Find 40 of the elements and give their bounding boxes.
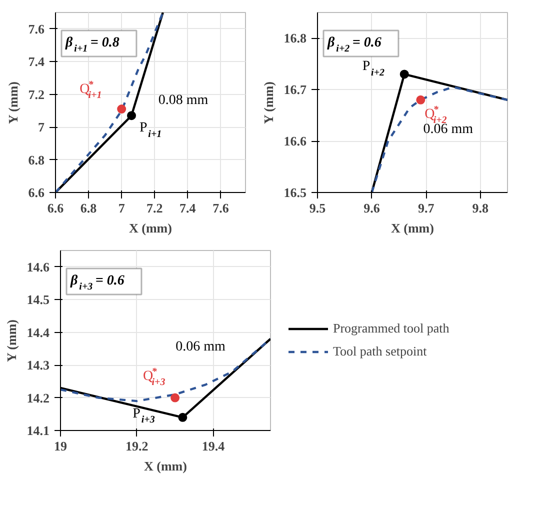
y-axis-title: Y (mm) xyxy=(260,81,276,124)
x-tick-label: 19.4 xyxy=(202,438,226,454)
y-tick-label: 14.4 xyxy=(26,324,50,340)
y-tick-label: 14.2 xyxy=(26,390,50,406)
y-tick-label: 6.8 xyxy=(28,152,45,168)
legend-label: Tool path setpoint xyxy=(333,344,427,360)
x-tick-label: 7.6 xyxy=(212,200,230,216)
y-tick-label: 16.8 xyxy=(284,30,307,46)
legend-label: Programmed tool path xyxy=(333,320,450,336)
x-tick-label: 7.4 xyxy=(180,200,196,216)
annotation: 0.08 mm xyxy=(158,93,208,108)
y-tick-label: 7.4 xyxy=(28,54,45,70)
x-tick-label: 19.2 xyxy=(125,438,148,454)
x-axis-title: X (mm) xyxy=(391,220,434,236)
y-tick-label: 7.6 xyxy=(28,21,45,36)
y-tick-label: 6.6 xyxy=(28,185,45,200)
y-axis-title: Y (mm) xyxy=(4,319,19,362)
x-tick-label: 9.6 xyxy=(364,200,380,216)
y-tick-label: 16.7 xyxy=(284,82,307,98)
x-axis-title: X (mm) xyxy=(144,458,187,474)
y-tick-label: 16.6 xyxy=(284,134,307,149)
y-tick-label: 14.1 xyxy=(26,423,50,438)
x-tick-label: 7.2 xyxy=(146,200,163,216)
y-tick-label: 7.2 xyxy=(28,86,44,102)
x-tick-label: 19 xyxy=(54,438,68,454)
annotation: 0.06 mm xyxy=(176,340,226,355)
y-tick-label: 14.5 xyxy=(26,292,50,308)
x-tick-label: 9.5 xyxy=(309,200,326,216)
x-tick-label: 9.7 xyxy=(418,200,435,216)
x-tick-label: 7 xyxy=(118,200,126,216)
line-series xyxy=(60,338,270,402)
y-tick-label: 7 xyxy=(38,120,45,135)
y-tick-label: 16.5 xyxy=(284,185,307,200)
x-tick-label: 6.8 xyxy=(80,200,98,216)
y-tick-label: 14.6 xyxy=(26,259,50,274)
x-tick-label: 9.8 xyxy=(472,200,489,216)
y-tick-label: 14.3 xyxy=(26,358,50,373)
x-axis-title: X (mm) xyxy=(129,220,172,236)
y-axis-title: Y (mm) xyxy=(5,81,20,124)
x-tick-label: 6.6 xyxy=(47,200,64,216)
